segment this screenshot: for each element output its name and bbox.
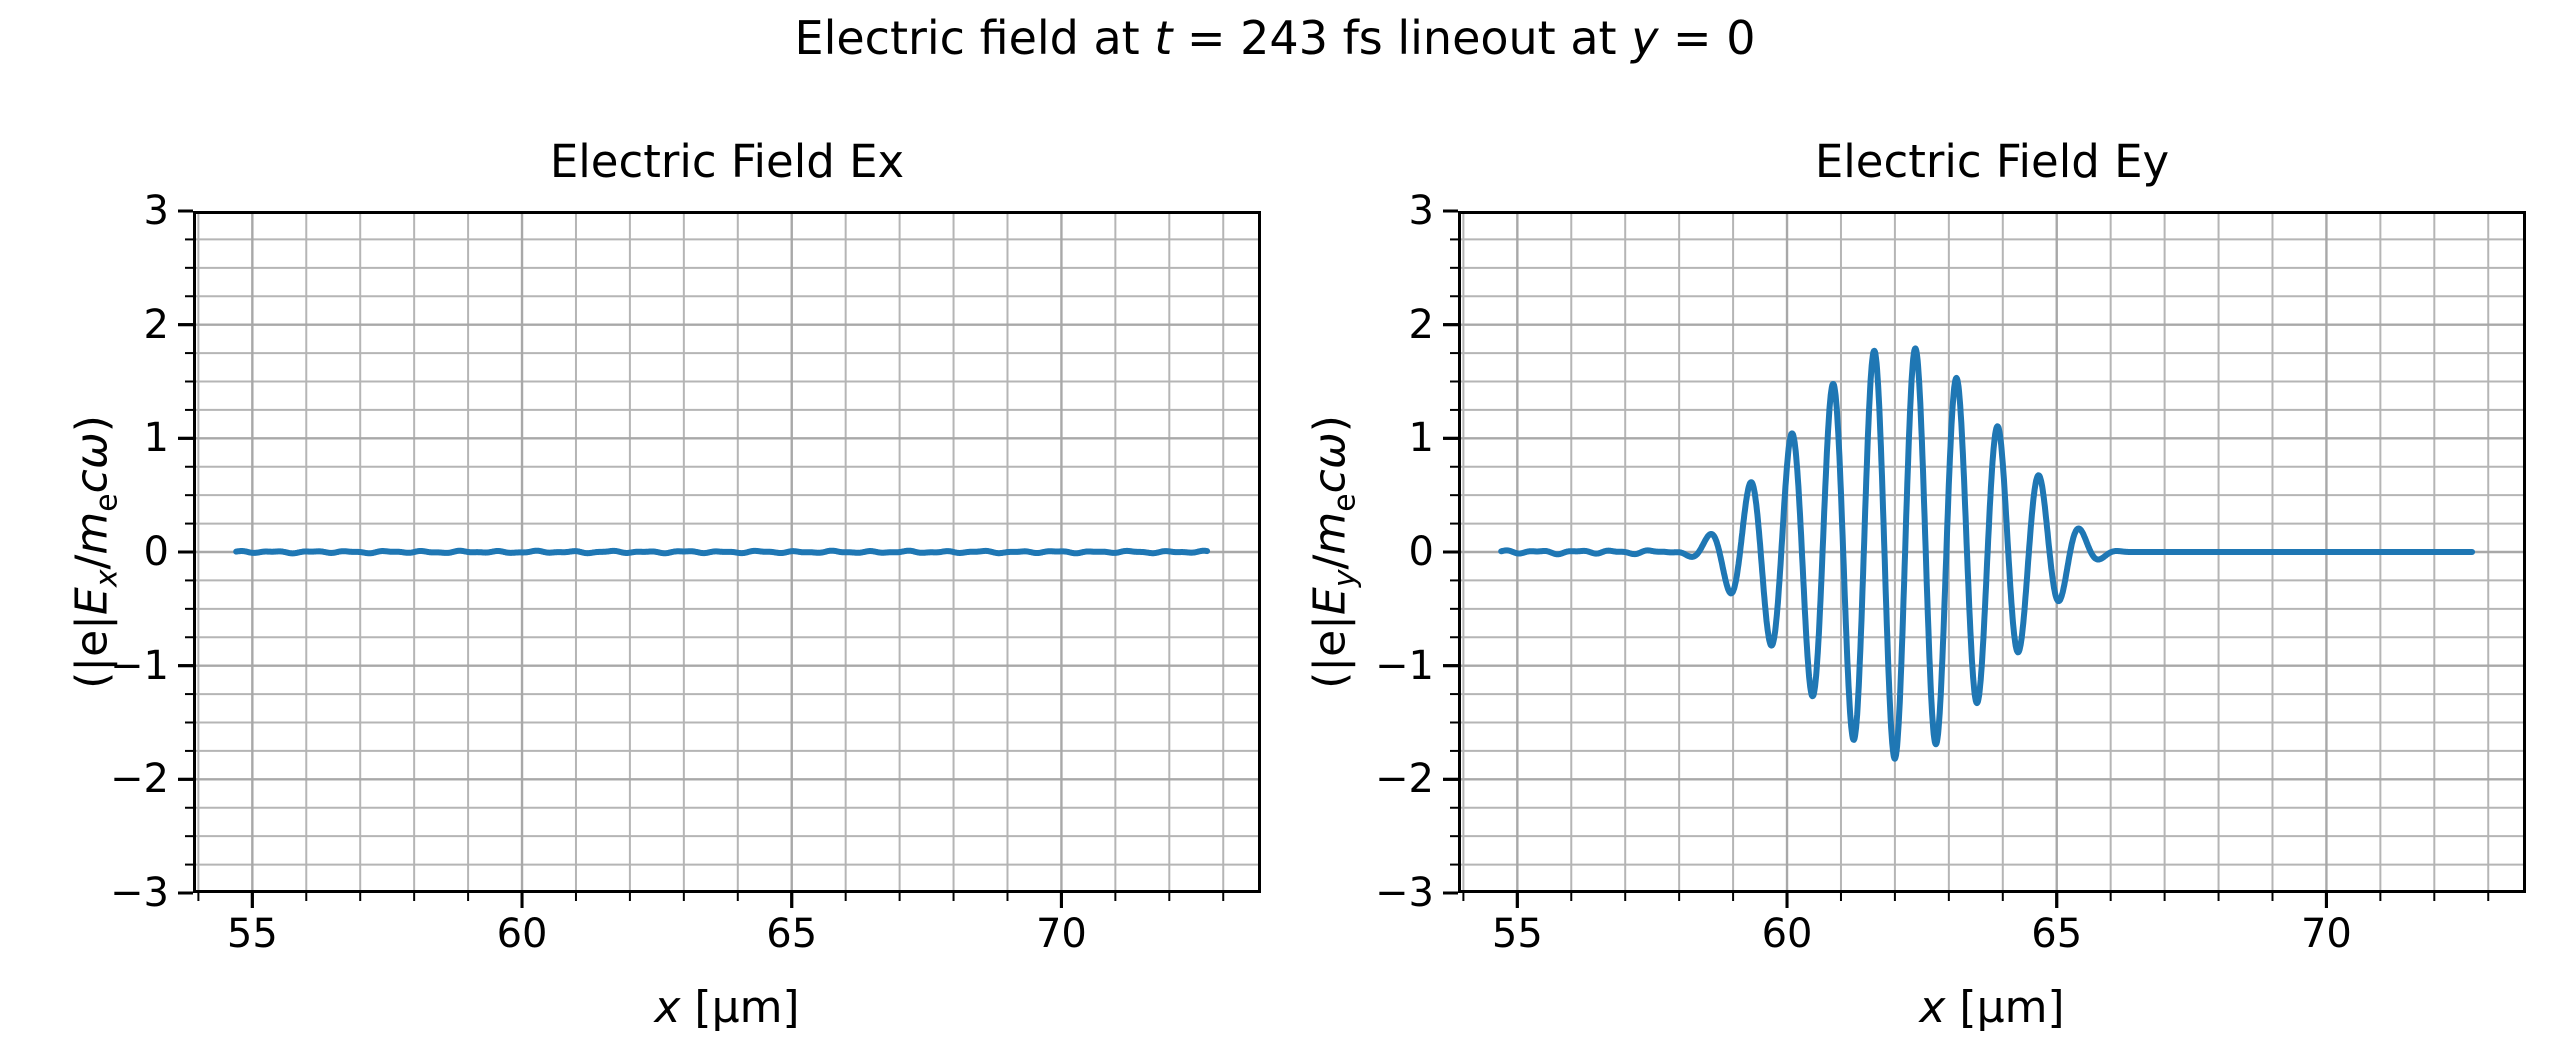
ey-y-tick-label: −3: [1375, 870, 1434, 916]
text-part: x: [654, 982, 681, 1033]
text-part: = 243 fs lineout at: [1172, 11, 1632, 65]
text-part: = 0: [1658, 11, 1756, 65]
text-part: /: [66, 554, 118, 570]
ey-y-axis-label: (|e|Ey/mecω): [1304, 415, 1363, 689]
ex-y-tick-label: −1: [110, 642, 169, 689]
text-part: m: [1304, 511, 1356, 555]
ey-x-tick-label: 55: [1491, 911, 1543, 957]
figure-suptitle: Electric field at t = 243 fs lineout at …: [0, 12, 2550, 65]
ex-y-tick-label: 3: [143, 188, 169, 234]
text-part: E: [1304, 587, 1356, 615]
text-part: [µm]: [1945, 982, 2065, 1033]
ey-x-tick-label: 65: [2031, 911, 2083, 957]
ex-x-tick-label: 55: [226, 911, 278, 957]
ey-y-tick-label: 0: [1408, 529, 1434, 575]
ey-y-tick-label: −1: [1375, 642, 1434, 689]
text-part: e: [89, 493, 125, 512]
text-part: ): [1304, 415, 1356, 433]
ey-plot-canvas: [1443, 209, 2526, 908]
text-part: x: [89, 569, 125, 588]
ey-plot-area: 55 60 65 70 −3 −2 −1 0 1 2 3: [1375, 188, 2526, 957]
ex-plot-canvas: [178, 209, 1261, 908]
text-part: [µm]: [680, 982, 800, 1033]
ey-x-axis-label: x [µm]: [1458, 982, 2526, 1033]
ex-x-tick-label: 65: [766, 911, 818, 957]
text-part: e: [1327, 493, 1363, 512]
ey-y-tick-label: −2: [1375, 756, 1434, 803]
ex-x-axis-label: x [µm]: [193, 982, 1261, 1033]
text-part: c: [66, 469, 118, 494]
ex-y-tick-label: 0: [143, 529, 169, 575]
text-part: x: [1919, 982, 1946, 1033]
ey-y-tick-label: 2: [1408, 301, 1434, 348]
ex-x-tick-label: 70: [1035, 911, 1087, 957]
ey-y-tick-label: 1: [1408, 415, 1434, 462]
ey-x-tick-label: 70: [2300, 911, 2352, 957]
text-part: m: [66, 511, 118, 555]
ex-y-tick-label: 2: [143, 301, 169, 348]
ey-y-tick-label: 3: [1408, 188, 1434, 234]
text-part: (|e|: [1304, 614, 1356, 689]
text-part: y: [1327, 569, 1363, 588]
text-part: Electric field at: [794, 11, 1155, 65]
text-part: /: [1304, 554, 1356, 570]
ey-x-tick-label: 60: [1761, 911, 1813, 957]
ex-y-tick-label: −2: [110, 756, 169, 803]
text-part: ): [66, 415, 118, 433]
text-part: t: [1154, 11, 1173, 65]
ex-y-tick-label: 1: [143, 415, 169, 462]
text-part: ω: [66, 432, 118, 470]
ex-plot-title: Electric Field Ex: [549, 135, 905, 188]
text-part: c: [1304, 469, 1356, 494]
text-part: E: [66, 587, 118, 615]
ex-plot-area: 55 60 65 70 −3 −2 −1 0 1 2 3: [110, 188, 1261, 957]
text-part: y: [1631, 11, 1659, 65]
ey-plot-title: Electric Field Ey: [1814, 135, 2170, 188]
ex-x-tick-label: 60: [496, 911, 548, 957]
text-part: ω: [1304, 432, 1356, 470]
ex-y-tick-label: −3: [110, 870, 169, 916]
